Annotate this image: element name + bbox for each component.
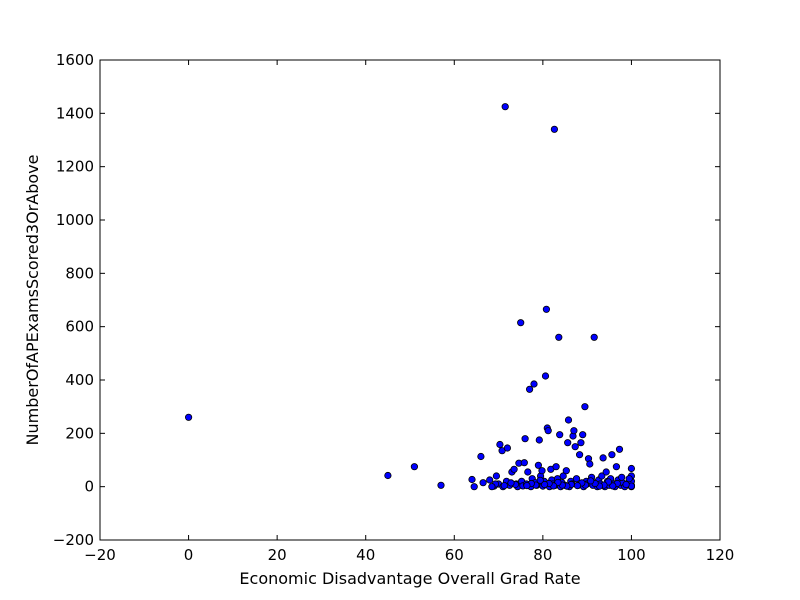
data-point-130 (540, 480, 549, 489)
data-point-69 (571, 443, 579, 451)
y-tick-label-3: 400 (65, 371, 94, 389)
data-point-20 (510, 465, 518, 473)
data-point-43 (541, 372, 550, 380)
data-point-70 (572, 475, 581, 483)
data-point-74 (579, 431, 587, 439)
data-point-17 (503, 444, 511, 452)
data-point-68 (570, 427, 578, 435)
x-tick-label-1: 0 (184, 546, 194, 564)
data-point-56 (556, 431, 564, 439)
y-tick-label-7: 1200 (56, 158, 94, 176)
y-tick-label-4: 600 (65, 318, 94, 336)
data-point-91 (602, 468, 610, 476)
data-point-112 (622, 480, 630, 489)
data-point-7 (479, 479, 487, 487)
plot-frame (99, 59, 721, 541)
y-tick-label-0: −200 (53, 531, 94, 549)
data-point-88 (598, 472, 606, 480)
data-point-59 (559, 472, 567, 480)
data-point-131 (536, 476, 544, 484)
data-point-8 (486, 476, 494, 484)
data-point-2 (410, 463, 418, 471)
data-point-139 (488, 483, 496, 491)
data-point-113 (618, 473, 626, 481)
y-tick-label-5: 800 (65, 264, 94, 282)
x-tick-label-3: 40 (356, 546, 375, 564)
data-point-115 (609, 482, 617, 490)
x-tick-label-6: 100 (617, 546, 646, 564)
x-tick-label-4: 60 (445, 546, 464, 564)
x-axis-label: Economic Disadvantage Overall Grad Rate (239, 569, 580, 588)
data-point-53 (552, 463, 560, 471)
data-point-120 (587, 477, 595, 485)
data-point-38 (535, 436, 543, 444)
x-tick-label-2: 20 (268, 546, 287, 564)
data-point-95 (608, 451, 616, 459)
data-point-10 (492, 472, 500, 480)
data-point-80 (586, 460, 594, 468)
data-point-62 (564, 439, 572, 447)
data-point-1 (384, 471, 392, 480)
data-point-100 (615, 445, 624, 453)
data-point-34 (530, 380, 538, 388)
data-point-3 (437, 481, 445, 489)
data-point-83 (590, 333, 598, 341)
data-point-24 (517, 319, 525, 327)
data-point-89 (599, 454, 607, 462)
data-point-4 (468, 475, 476, 484)
data-point-28 (521, 435, 529, 443)
axis-ticks: −20 0 20 40 60 80 100 120−200020040060080010001… (53, 51, 735, 564)
data-point-63 (564, 416, 573, 424)
data-point-44 (542, 305, 551, 313)
x-tick-label-5: 80 (533, 546, 552, 564)
data-point-31 (525, 385, 534, 393)
data-point-40 (538, 467, 546, 475)
y-tick-label-2: 200 (65, 424, 94, 442)
y-tick-label-6: 1000 (56, 211, 94, 229)
data-point-30 (524, 468, 532, 476)
x-tick-label-0: −20 (84, 546, 116, 564)
data-point-73 (577, 439, 585, 447)
data-point-98 (612, 463, 621, 471)
data-point-15 (501, 103, 509, 111)
y-tick-label-8: 1400 (56, 104, 94, 122)
data-point-72 (575, 451, 584, 459)
data-point-137 (500, 481, 508, 490)
data-point-111 (625, 475, 633, 483)
data-point-37 (534, 461, 543, 469)
y-axis-label: NumberOfAPExamsScored3OrAbove (23, 155, 42, 446)
data-point-46 (544, 427, 552, 435)
data-point-0 (185, 413, 193, 421)
data-point-76 (581, 403, 589, 411)
data-point-6 (477, 452, 485, 461)
y-tick-label-9: 1600 (56, 51, 94, 69)
data-point-134 (523, 481, 531, 490)
y-tick-label-1: 0 (84, 478, 94, 496)
data-point-51 (550, 125, 559, 133)
data-point-136 (507, 479, 515, 487)
data-point-123 (573, 481, 582, 490)
data-point-5 (470, 483, 478, 491)
data-point-55 (555, 333, 563, 341)
data-point-12 (496, 440, 504, 449)
data-point-109 (627, 464, 636, 473)
data-point-27 (520, 459, 528, 467)
data-point-61 (562, 467, 570, 475)
data-points (185, 103, 636, 491)
x-tick-label-7: 120 (706, 546, 735, 564)
